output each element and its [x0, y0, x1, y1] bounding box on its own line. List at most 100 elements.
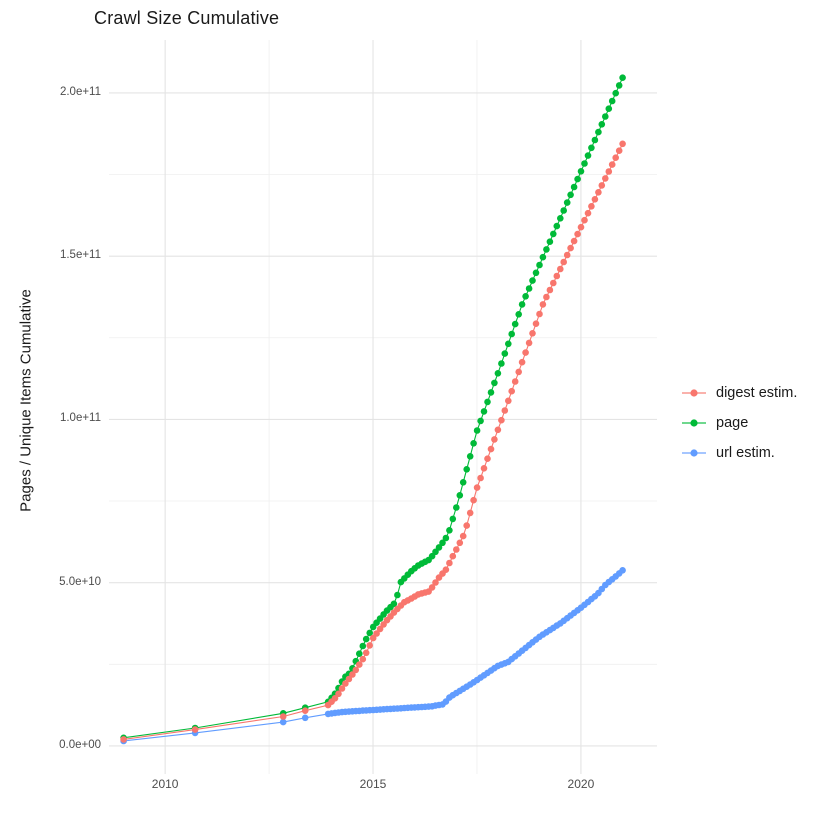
data-point [557, 215, 564, 222]
data-point [539, 301, 547, 308]
data-point [529, 330, 536, 337]
data-point [550, 230, 557, 238]
data-point [366, 642, 374, 649]
data-point [567, 191, 574, 199]
y-axis-title: Pages / Unique Items Cumulative [17, 289, 35, 512]
legend-key-icon [682, 449, 706, 457]
data-point [477, 417, 484, 425]
data-point [536, 310, 543, 318]
data-point [602, 175, 609, 182]
data-point [439, 539, 446, 547]
data-point [577, 168, 585, 175]
data-point [432, 579, 439, 586]
data-point [435, 544, 443, 551]
data-point [508, 387, 515, 395]
data-point [605, 105, 613, 112]
data-point [615, 147, 623, 154]
data-point [449, 552, 457, 560]
data-point [459, 532, 467, 540]
legend-item: digest estim. [681, 378, 797, 408]
data-point [563, 199, 571, 206]
data-point [301, 707, 309, 714]
plot-panel [109, 40, 657, 774]
data-point [376, 625, 384, 633]
data-point [588, 203, 595, 210]
data-point [484, 398, 491, 406]
data-point [588, 144, 595, 152]
data-point [515, 368, 522, 376]
data-point [595, 189, 602, 196]
data-point [591, 196, 599, 203]
data-point [560, 258, 567, 266]
data-point [446, 559, 453, 567]
data-point [574, 230, 581, 238]
data-point [442, 566, 450, 573]
y-tick-label: 1.0e+11 [59, 412, 101, 425]
legend-item: page [681, 408, 797, 438]
data-point [546, 238, 554, 245]
y-tick-label: 1.5e+11 [59, 249, 101, 262]
data-point [591, 136, 599, 144]
data-point [581, 216, 588, 224]
data-point [494, 426, 502, 434]
data-point [466, 453, 474, 460]
data-point [279, 718, 287, 726]
x-tick-label: 2015 [359, 777, 387, 791]
data-point [612, 89, 619, 97]
data-point [567, 244, 574, 252]
legend-label: digest estim. [716, 385, 798, 401]
data-point [366, 629, 374, 637]
data-point [553, 222, 561, 230]
data-point [608, 161, 616, 168]
data-point [539, 253, 547, 261]
data-point [619, 140, 626, 148]
data-point [442, 534, 450, 542]
data-point [394, 591, 401, 599]
data-point [608, 97, 616, 105]
data-point [491, 379, 498, 387]
data-point [543, 246, 550, 253]
x-tick-label: 2010 [151, 777, 179, 791]
data-point [491, 436, 498, 443]
legend: digest estim. page url estim. [681, 378, 797, 468]
data-point [362, 649, 370, 657]
data-point [356, 650, 363, 657]
data-point [563, 251, 571, 259]
data-point [570, 237, 578, 245]
data-point [373, 630, 380, 637]
data-point [487, 389, 495, 396]
data-point [595, 128, 602, 136]
data-point [470, 496, 477, 504]
data-point [508, 330, 515, 338]
data-point [598, 182, 606, 189]
data-point [511, 320, 519, 328]
data-point [543, 293, 550, 301]
data-point [456, 492, 464, 499]
data-point [532, 269, 540, 277]
data-point [550, 279, 557, 287]
data-point [525, 339, 533, 347]
data-point [459, 479, 467, 486]
data-point [515, 311, 522, 318]
data-point [484, 455, 491, 463]
data-point [349, 671, 356, 678]
data-point [338, 685, 346, 692]
data-point [342, 680, 349, 687]
data-point [546, 286, 554, 294]
data-point [605, 168, 613, 175]
data-point [553, 272, 561, 280]
legend-label: page [716, 415, 749, 431]
data-point [501, 407, 509, 414]
y-tick-label: 2.0e+11 [59, 85, 101, 98]
data-point [463, 522, 471, 529]
data-point [279, 713, 287, 720]
data-point [463, 466, 471, 473]
series-url-estim [120, 567, 626, 745]
data-point [532, 320, 540, 328]
data-point [362, 635, 370, 643]
series-digest-estim [120, 140, 626, 743]
data-point [356, 661, 363, 668]
data-point [453, 504, 460, 511]
data-point [498, 416, 505, 424]
data-point [345, 675, 353, 683]
